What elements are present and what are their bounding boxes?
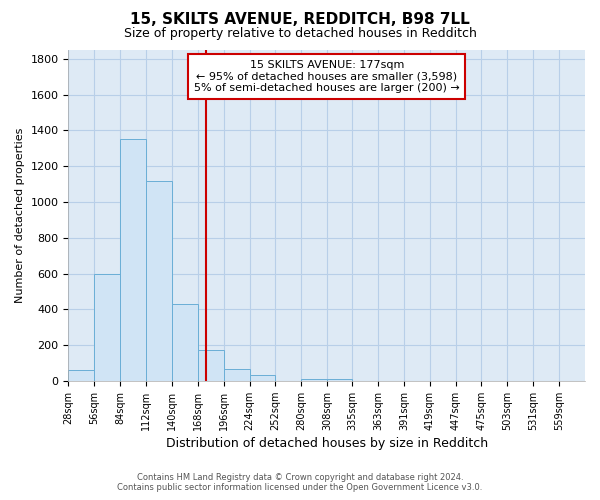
Bar xyxy=(198,350,224,381)
Bar xyxy=(301,379,327,381)
Bar xyxy=(327,379,352,381)
Bar xyxy=(146,180,172,381)
Bar xyxy=(224,369,250,381)
Bar xyxy=(250,374,275,381)
Bar xyxy=(68,370,94,381)
Bar xyxy=(94,274,120,381)
Text: Size of property relative to detached houses in Redditch: Size of property relative to detached ho… xyxy=(124,28,476,40)
Y-axis label: Number of detached properties: Number of detached properties xyxy=(15,128,25,303)
Text: 15 SKILTS AVENUE: 177sqm
← 95% of detached houses are smaller (3,598)
5% of semi: 15 SKILTS AVENUE: 177sqm ← 95% of detach… xyxy=(194,60,460,93)
X-axis label: Distribution of detached houses by size in Redditch: Distribution of detached houses by size … xyxy=(166,437,488,450)
Bar xyxy=(172,304,198,381)
Text: 15, SKILTS AVENUE, REDDITCH, B98 7LL: 15, SKILTS AVENUE, REDDITCH, B98 7LL xyxy=(130,12,470,28)
Text: Contains HM Land Registry data © Crown copyright and database right 2024.
Contai: Contains HM Land Registry data © Crown c… xyxy=(118,473,482,492)
Bar xyxy=(120,140,146,381)
